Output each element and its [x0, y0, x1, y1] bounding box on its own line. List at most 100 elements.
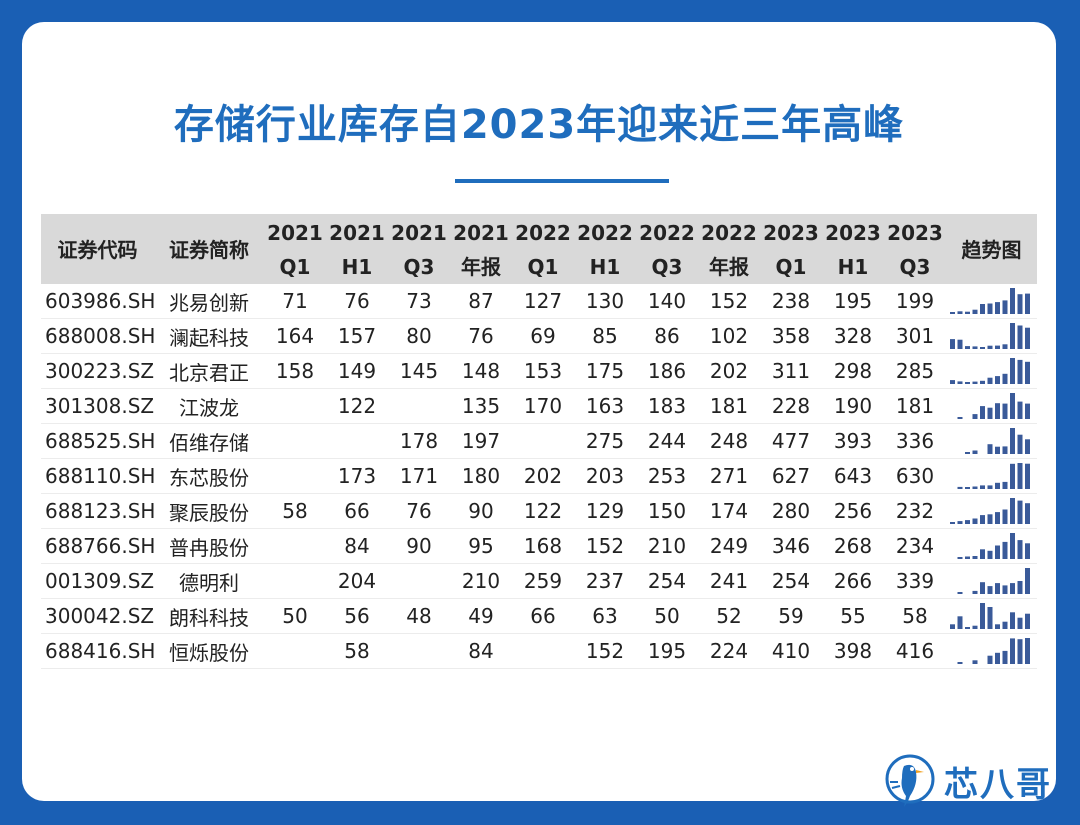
sparkline-bar	[957, 381, 963, 384]
column-header-line: 2022	[515, 221, 571, 245]
sparkline-bar	[965, 520, 970, 524]
sparkline-bar	[1025, 403, 1030, 419]
trend-sparkline-cell	[946, 528, 1037, 564]
sparkline-bar	[1002, 446, 1008, 454]
security-code: 300042.SZ	[41, 598, 154, 634]
sparkline-bar	[972, 590, 978, 594]
inventory-value: 358	[760, 318, 822, 354]
inventory-value: 203	[574, 458, 636, 494]
inventory-value: 224	[698, 633, 760, 669]
sparkline-bar	[1025, 638, 1030, 664]
inventory-value: 197	[450, 423, 512, 459]
sparkline-bar	[995, 302, 1000, 314]
inventory-value: 87	[450, 284, 512, 319]
trend-sparkline-cell	[946, 353, 1037, 389]
inventory-value: 336	[884, 423, 946, 459]
sparkline-bar	[957, 521, 963, 524]
inventory-value: 56	[326, 598, 388, 634]
column-header: 2022 H1	[574, 214, 636, 284]
sparkline-bar	[950, 624, 955, 629]
trend-sparkline-cell	[946, 633, 1037, 669]
sparkline-bar	[957, 592, 963, 594]
inventory-value: 129	[574, 493, 636, 529]
inventory-value: 393	[822, 423, 884, 459]
inventory-value: 204	[326, 563, 388, 599]
table-row: 300223.SZ 北京君正 158 149 145 148 153 175 186 202 311…	[41, 353, 1037, 389]
sparkline-bar	[987, 586, 993, 594]
sparkline-bar	[972, 625, 978, 629]
sparkline-bar	[1017, 463, 1023, 489]
sparkline-bar	[972, 556, 978, 559]
inventory-value: 202	[698, 353, 760, 389]
security-name: 兆易创新	[154, 284, 264, 319]
sparkline-bar	[1010, 583, 1015, 594]
inventory-value: 52	[698, 598, 760, 634]
column-header-line: 2021	[267, 221, 323, 245]
sparkline-bar	[1002, 300, 1008, 314]
inventory-value	[512, 633, 574, 669]
sparkline-bar	[957, 557, 963, 559]
sparkline-bar	[987, 655, 993, 664]
column-header-line: Q3	[651, 255, 683, 279]
sparkline-bar	[1002, 481, 1008, 489]
inventory-value: 59	[760, 598, 822, 634]
sparkline-bar	[995, 545, 1000, 559]
inventory-value: 157	[326, 318, 388, 354]
sparkline-bar	[1010, 463, 1015, 489]
sparkline-bar	[1002, 403, 1008, 419]
inventory-value: 301	[884, 318, 946, 354]
security-name: 澜起科技	[154, 318, 264, 354]
security-code: 001309.SZ	[41, 563, 154, 599]
column-header-line: Q3	[899, 255, 931, 279]
trend-sparkline	[950, 288, 1030, 314]
trend-sparkline-cell	[946, 598, 1037, 634]
inventory-value: 256	[822, 493, 884, 529]
inventory-value: 130	[574, 284, 636, 319]
inventory-value: 311	[760, 353, 822, 389]
trend-sparkline-cell	[946, 423, 1037, 459]
table-row: 688766.SH 普冉股份 84 90 95 168 152 210 249 346 268 234	[41, 528, 1037, 564]
sparkline-bar	[965, 452, 970, 454]
column-header-line: 2021	[329, 221, 385, 245]
sparkline-bar	[957, 616, 963, 629]
sparkline-bar	[995, 345, 1000, 349]
sparkline-bar	[987, 607, 993, 629]
table-row: 688416.SH 恒烁股份 58 84 152 195 224 410 398 416	[41, 633, 1037, 669]
page-title: 存储行业库存自2023年迎来近三年高峰	[173, 102, 905, 148]
trend-sparkline	[950, 498, 1030, 524]
trend-sparkline	[950, 358, 1030, 384]
sparkline-bar	[1025, 503, 1030, 524]
sparkline-bar	[1017, 540, 1023, 559]
security-code: 688766.SH	[41, 528, 155, 564]
sparkline-bar	[1017, 325, 1023, 349]
trend-sparkline-cell	[946, 458, 1037, 494]
inventory-value: 58	[884, 598, 946, 634]
inventory-value: 90	[450, 493, 512, 529]
trend-sparkline	[957, 533, 1030, 559]
sparkline-bar	[995, 376, 1000, 384]
sparkline-bar	[1017, 359, 1023, 384]
inventory-value: 228	[760, 388, 822, 424]
bird-logo-icon	[885, 754, 935, 807]
inventory-value: 238	[760, 284, 822, 319]
inventory-value	[326, 423, 388, 459]
inventory-value	[264, 423, 326, 459]
inventory-value: 58	[264, 493, 326, 529]
inventory-value: 63	[574, 598, 636, 634]
sparkline-bar	[1025, 613, 1030, 629]
inventory-table: 证券代码 证券简称 2021 Q1 2021 H1 2021 Q3 2021 年报 2022 Q1 20…	[41, 214, 1037, 669]
trend-sparkline	[950, 603, 1030, 629]
sparkline-bar	[957, 311, 963, 314]
sparkline-bar	[987, 550, 993, 559]
sparkline-bar	[1002, 650, 1008, 664]
inventory-value: 95	[450, 528, 512, 564]
sparkline-bar	[957, 417, 963, 419]
sparkline-bar	[995, 583, 1000, 594]
inventory-value: 71	[264, 284, 326, 319]
inventory-value: 55	[822, 598, 884, 634]
brand-name: 芯八哥	[944, 764, 1052, 805]
security-code: 688525.SH	[41, 423, 155, 459]
sparkline-bar	[980, 603, 985, 629]
inventory-value: 152	[698, 284, 760, 319]
sparkline-bar	[1002, 509, 1008, 524]
